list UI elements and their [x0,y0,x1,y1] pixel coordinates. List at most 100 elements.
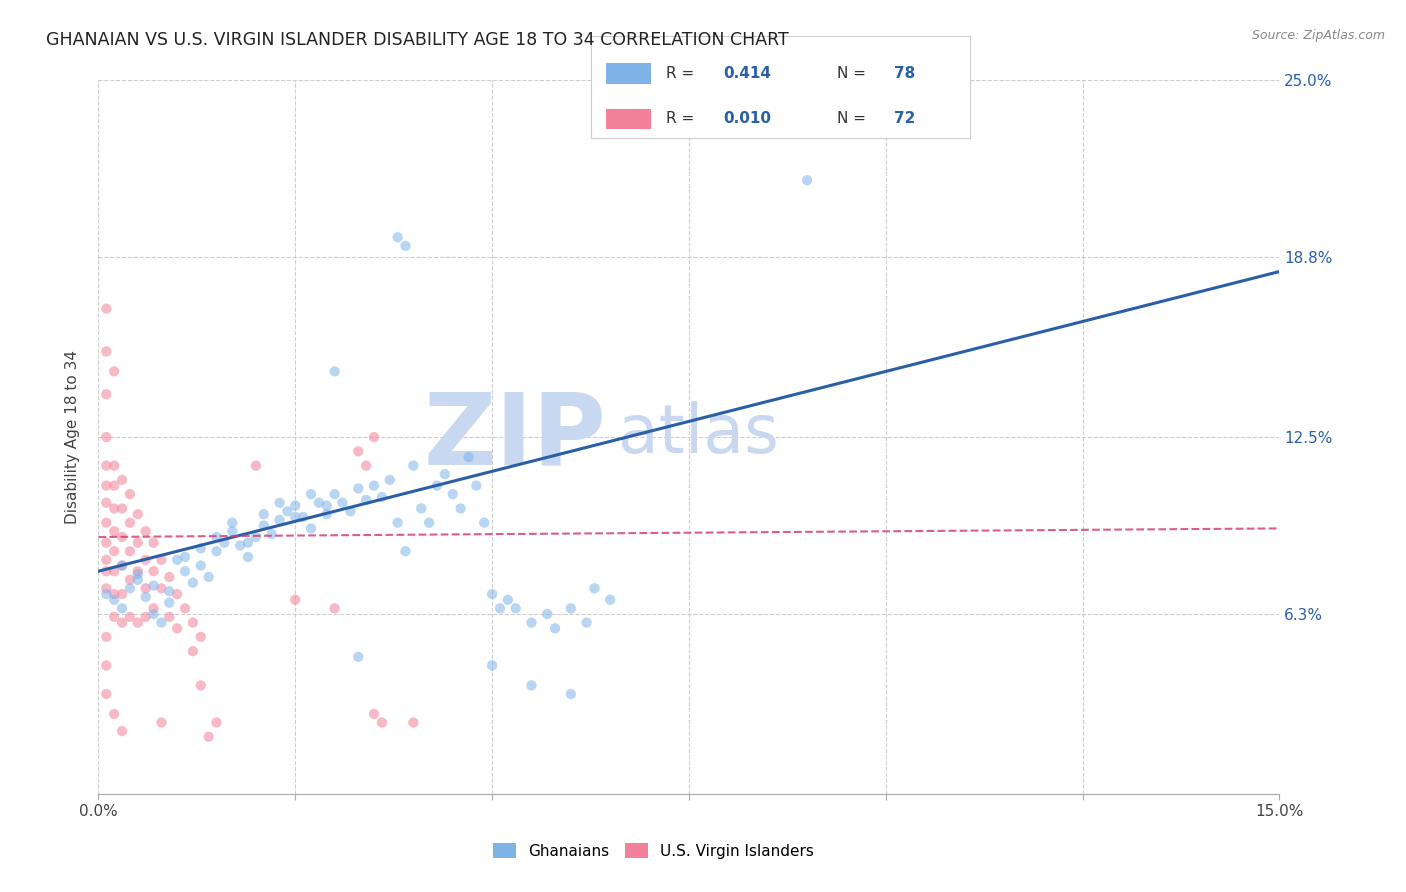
Text: 0.010: 0.010 [723,112,772,127]
Point [363,706,385,721]
Point [221,516,243,530]
Point [496,592,519,607]
Point [135,524,157,539]
Point [111,558,134,573]
Text: 0.414: 0.414 [723,66,772,81]
Text: N =: N = [837,112,872,127]
Point [150,553,173,567]
Point [190,678,212,692]
Point [174,564,197,578]
Point [599,592,621,607]
Point [371,490,394,504]
Point [127,535,149,549]
Text: 78: 78 [894,66,915,81]
Text: GHANAIAN VS U.S. VIRGIN ISLANDER DISABILITY AGE 18 TO 34 CORRELATION CHART: GHANAIAN VS U.S. VIRGIN ISLANDER DISABIL… [46,31,789,49]
Point [371,715,394,730]
Point [150,715,173,730]
Point [560,601,582,615]
Text: R =: R = [666,112,700,127]
Point [96,458,118,473]
Text: R =: R = [666,66,700,81]
Point [142,607,165,621]
Point [142,564,165,578]
Point [103,524,125,539]
Point [142,535,165,549]
Point [481,587,503,601]
Point [127,615,149,630]
Point [103,610,125,624]
Point [135,590,157,604]
Point [135,582,157,596]
Point [96,564,118,578]
Point [308,496,330,510]
Point [103,501,125,516]
Point [96,587,118,601]
Point [127,507,149,521]
Point [111,615,134,630]
Point [450,501,472,516]
Point [103,587,125,601]
Point [426,478,449,492]
Point [157,610,180,624]
Point [520,678,543,692]
Point [315,499,337,513]
Text: 72: 72 [894,112,915,127]
Point [394,239,416,253]
Point [111,558,134,573]
Point [520,615,543,630]
Point [127,573,149,587]
Point [96,658,118,673]
FancyBboxPatch shape [606,109,651,129]
Point [221,524,243,539]
FancyBboxPatch shape [606,63,651,84]
Point [174,549,197,564]
Point [197,730,219,744]
Point [363,478,385,492]
Point [536,607,558,621]
Point [96,687,118,701]
Point [190,630,212,644]
Point [323,364,346,378]
Point [229,539,252,553]
Point [111,601,134,615]
Point [236,549,259,564]
Point [489,601,512,615]
Point [284,592,307,607]
Point [315,507,337,521]
Point [118,610,141,624]
Point [402,458,425,473]
Point [465,478,488,492]
Point [135,610,157,624]
Point [96,344,118,359]
Point [127,567,149,582]
Point [166,587,188,601]
Point [181,615,204,630]
Point [433,467,456,482]
Point [157,570,180,584]
Point [96,478,118,492]
Point [197,570,219,584]
Point [96,535,118,549]
Point [236,535,259,549]
Point [299,521,322,535]
Point [142,578,165,592]
Point [96,630,118,644]
Point [402,715,425,730]
Point [205,715,228,730]
Point [441,487,464,501]
Point [190,558,212,573]
Point [292,510,315,524]
Point [118,516,141,530]
Point [118,544,141,558]
Point [96,516,118,530]
Point [111,473,134,487]
Point [269,496,291,510]
Point [111,724,134,739]
Point [103,458,125,473]
Point [150,615,173,630]
Point [103,564,125,578]
Point [354,458,377,473]
Point [96,582,118,596]
Point [103,544,125,558]
Point [284,510,307,524]
